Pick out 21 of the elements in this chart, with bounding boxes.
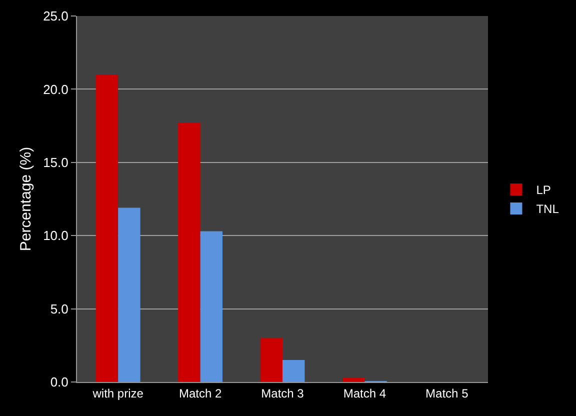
legend-label: TNL xyxy=(536,202,560,216)
y-tick-label: 20.0 xyxy=(43,82,68,97)
y-tick-label: 15.0 xyxy=(43,154,68,170)
x-tick-label: with prize xyxy=(92,386,144,400)
bar xyxy=(282,360,305,382)
x-tick-label: Match 2 xyxy=(178,386,222,400)
y-axis-title: Percentage (%) xyxy=(17,146,34,252)
x-tick-label: Match 3 xyxy=(261,386,304,400)
legend-label: LP xyxy=(536,183,551,198)
bar xyxy=(118,208,140,382)
bar xyxy=(260,338,282,382)
bar xyxy=(96,74,118,382)
x-tick-label: Match 5 xyxy=(426,386,469,400)
y-tick-label: 0.0 xyxy=(50,374,68,390)
x-tick-label: Match 4 xyxy=(343,386,386,400)
y-tick-label: 10.0 xyxy=(43,228,68,244)
bar xyxy=(200,231,222,382)
bar xyxy=(178,122,200,382)
bar xyxy=(342,378,365,382)
y-tick-label: 5.0 xyxy=(50,301,68,316)
y-tick-label: 25.0 xyxy=(43,8,68,24)
